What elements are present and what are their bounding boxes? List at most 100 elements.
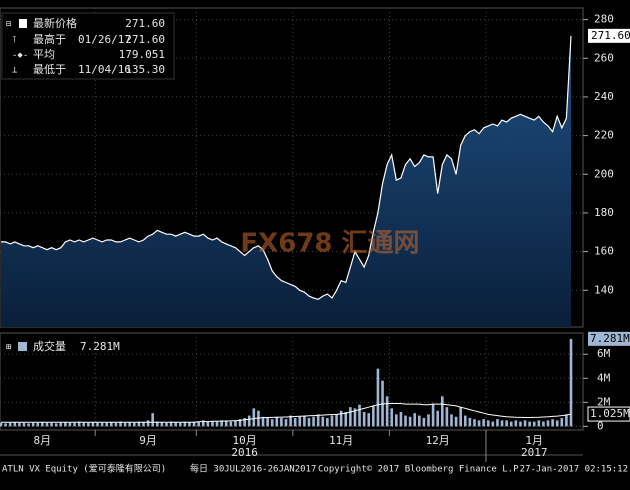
volume-bar [321, 416, 325, 427]
legend-value: 271.60 [125, 33, 165, 46]
volume-bar [477, 420, 481, 427]
volume-bar [0, 422, 3, 427]
volume-bar [211, 420, 214, 427]
volume-bar [482, 419, 485, 427]
volume-bar [358, 404, 361, 427]
volume-bar [119, 421, 122, 427]
volume-bar [413, 413, 417, 427]
volume-bar [463, 415, 467, 427]
volume-bar [261, 416, 265, 427]
y2-tick-label: 4M [597, 371, 611, 384]
volume-bar [146, 420, 150, 427]
average-label: 1.025M [590, 407, 630, 420]
volume-bar [8, 422, 12, 427]
legend-label: 最新价格 [33, 16, 77, 30]
footer-text: 27-Jan-2017 02:15:12 [520, 465, 628, 475]
legend-label: 最高于 [33, 32, 66, 46]
volume-bar [528, 421, 531, 427]
volume-bar [418, 415, 421, 427]
footer-text: ATLN VX Equity (爱可泰隆有限公司) [2, 463, 166, 475]
legend-date: 01/26/17 [78, 33, 131, 46]
volume-bar [45, 422, 49, 427]
volume-bar [509, 421, 513, 427]
volume-bar [41, 422, 44, 427]
volume-bar [188, 422, 191, 427]
volume-bar [197, 421, 200, 427]
x-tick-label: 11月 [329, 434, 353, 447]
volume-bar [142, 422, 145, 427]
footer-text: 每日 30JUL2016-26JAN2017 [190, 463, 316, 475]
volume-bar [96, 422, 99, 427]
volume-bar [560, 417, 564, 427]
volume-bar [431, 403, 435, 427]
volume-bar [151, 413, 154, 427]
volume-bar [128, 422, 132, 427]
y-tick-label: 180 [594, 206, 614, 219]
volume-bar [307, 417, 311, 427]
y-tick-label: 160 [594, 245, 614, 258]
volume-bar [385, 396, 389, 427]
volume-bar [390, 408, 394, 427]
x-tick-label: 9月 [139, 434, 157, 447]
legend-value: 271.60 [125, 17, 165, 30]
volume-bar [491, 421, 495, 427]
legend-icon: ⊟ [6, 20, 11, 30]
volume-legend: ⊞ 成交量 7.281M [6, 339, 120, 353]
volume-bar [247, 415, 251, 427]
legend-box [1, 12, 175, 80]
volume-bar [335, 414, 338, 427]
volume-bar [77, 421, 81, 427]
legend-label: 最低于 [33, 63, 66, 76]
volume-bar [110, 422, 113, 427]
volume-bar [257, 410, 260, 427]
y-tick-label: 280 [594, 13, 614, 26]
footer: ATLN VX Equity (爱可泰隆有限公司) 每日 30JUL2016-2… [2, 463, 628, 475]
grid: 140 160 180 200 220 240 260 280 0 2M 4M 6M 8月 9月 10月 11… [0, 8, 614, 462]
volume-bar [422, 417, 426, 427]
y-tick-label: 260 [594, 51, 614, 64]
volume-bar [289, 415, 292, 427]
last-price-label: 271.60 [591, 29, 630, 42]
legend-value: 179.051 [119, 48, 165, 61]
volume-bar [408, 416, 412, 427]
volume-bar [178, 422, 182, 427]
volume-bar [165, 422, 168, 427]
volume-bar [565, 414, 568, 427]
last-volume-tag [588, 331, 630, 346]
volume-bar [367, 413, 371, 427]
legend-value: 135.30 [125, 63, 165, 76]
legend-icon: -◆- [12, 51, 28, 61]
legend-value: 7.281M [80, 340, 120, 353]
volume-bar [376, 368, 380, 427]
volume-bar [514, 420, 518, 427]
volume-bar [459, 407, 462, 427]
volume-bar [468, 417, 472, 427]
volume-bar [532, 421, 536, 427]
volume-bar [266, 417, 269, 427]
price-line [1, 35, 572, 301]
volume-bar [395, 414, 398, 427]
volume-bar [100, 422, 104, 427]
volume-bar [537, 420, 541, 427]
volume-bar [27, 423, 30, 427]
footer-text: Copyright© 2017 Bloomberg Finance L.P. [318, 465, 524, 475]
volume-bar [542, 421, 545, 427]
volume-bar [54, 423, 58, 427]
volume-bar [381, 380, 384, 427]
volume-bar [280, 417, 283, 427]
volume-bar [436, 410, 439, 427]
volume-bar [252, 408, 256, 427]
volume-bar [496, 419, 499, 427]
volume-bar [215, 421, 219, 427]
volume-bar [450, 414, 453, 427]
y-tick-label: 140 [594, 283, 614, 296]
volume-bar [293, 417, 297, 427]
y2-tick-label: 2M [597, 395, 611, 408]
volume-bar [68, 422, 72, 427]
average-tag [587, 406, 630, 422]
volume-bar [404, 415, 407, 427]
y-tick-label: 200 [594, 167, 614, 180]
volume-bar [59, 422, 63, 427]
volume-bar [64, 422, 67, 427]
